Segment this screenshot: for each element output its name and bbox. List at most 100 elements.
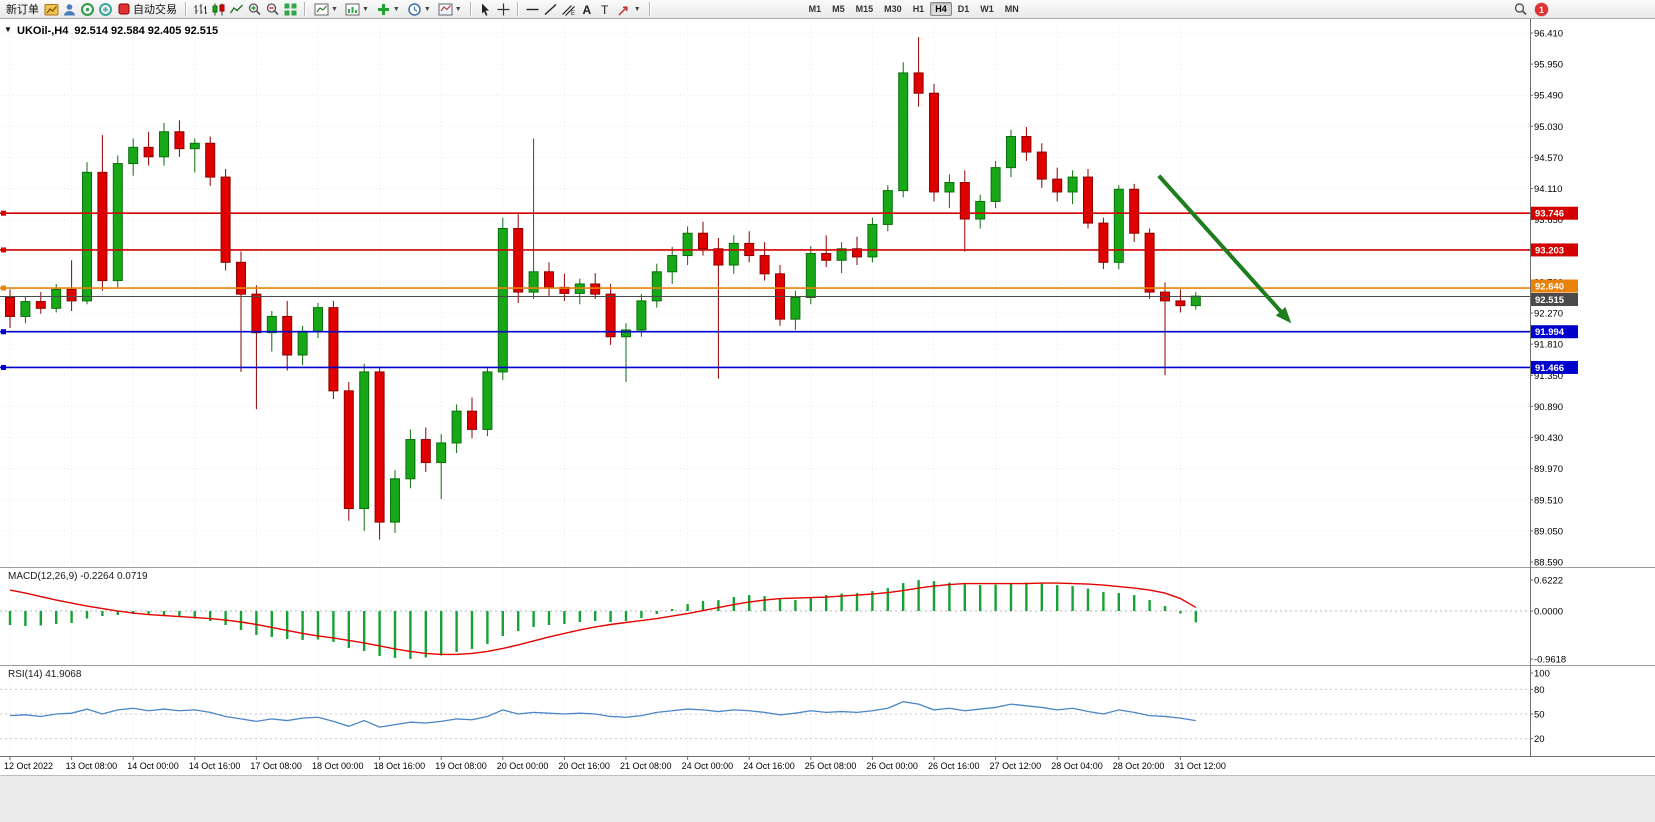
text-label-icon[interactable]: T [596,1,613,18]
macd-bar [378,611,381,656]
shapes-dropdown[interactable]: ▼ [614,1,644,18]
add-indicator-dropdown[interactable]: ▼ [373,1,403,18]
line-handle[interactable] [1,329,6,335]
arrow-shape-icon [618,5,628,16]
tf-h1-button[interactable]: H1 [912,4,925,14]
bar-chart-icon[interactable] [192,1,209,18]
data-window-icon[interactable] [97,1,114,18]
trend-arrow[interactable] [1157,174,1287,318]
tf-mn-button[interactable]: MN [1004,4,1019,14]
macd-label: MACD(12,26,9) -0.2264 0.0719 [8,571,148,582]
price-axis-label: 95.030 [1534,122,1563,133]
candle [359,371,370,510]
price-axis-label: 90.890 [1534,402,1563,413]
toolbar: 新订单 自动交易 [0,0,1655,19]
line-handle[interactable] [1,285,6,291]
tile-windows-icon[interactable] [282,1,299,18]
macd-bar [116,611,119,616]
candle [266,315,277,334]
one-click-trading-toggle[interactable]: ▼ [4,25,12,34]
macd-bar [1086,588,1090,612]
tf-m30-button[interactable]: M30 [884,4,902,14]
line-handle[interactable] [1,210,6,216]
channel-icon[interactable]: E [560,1,577,18]
chevron-down-icon: ▼ [331,5,338,13]
tf-m5-button[interactable]: M5 [832,4,845,14]
price-tag [1531,206,1578,220]
chart-canvas[interactable]: 96.410 95.950 95.490 95.030 94.570 94.110 93.6… [0,19,1655,822]
tf-h4-button[interactable]: H4 [930,2,952,16]
candle [159,131,169,158]
candle [805,253,816,299]
candle [1083,176,1093,224]
price-axis-label: 89.510 [1534,495,1563,506]
candlestick-icon[interactable] [210,1,227,18]
chart-window: 96.410 95.950 95.490 95.030 94.570 94.110 93.6… [0,19,1655,822]
price-axis-label: 88.590 [1534,558,1563,569]
candle [528,271,539,293]
tf-m15-button[interactable]: M15 [855,4,874,14]
candle [1021,136,1032,153]
tf-d1-button[interactable]: D1 [957,4,970,14]
time-axis-label: 14 Oct 00:00 [127,761,179,771]
new-chart-dropdown[interactable]: ▼ [311,1,341,18]
cursor-icon[interactable] [477,1,494,18]
notification-badge[interactable]: 1 [1535,3,1548,16]
price-axis-label: 93.650 [1534,215,1563,226]
template-dropdown[interactable]: ▼ [435,1,465,18]
chevron-down-icon: ▼ [423,5,431,13]
zoom-out-icon[interactable] [264,1,281,18]
macd-bar [270,611,273,637]
candle [790,297,801,320]
new-chart-icon[interactable] [43,1,60,18]
tf-w1-button[interactable]: W1 [980,4,994,14]
macd-bar [686,604,689,612]
tf-m1-button[interactable]: M1 [808,4,822,14]
trend-arrow-head [1275,306,1292,324]
candle [313,307,323,332]
price-axis-label: 95.490 [1534,91,1563,102]
candle [1036,151,1047,180]
candle [205,142,216,178]
candle [990,167,1001,202]
new-order-button[interactable]: 新订单 [3,1,42,18]
market-watch-icon[interactable] [79,1,96,18]
macd-bar [239,611,243,630]
autotrading-button[interactable]: 自动交易 [115,1,180,18]
search-icon[interactable] [1512,1,1529,18]
text-tool-icon[interactable]: A [578,1,595,18]
macd-bar [178,611,181,618]
candle [497,228,508,373]
svg-text:A: A [582,3,591,17]
arrange-charts-icon [345,3,360,15]
macd-bar [1133,595,1136,612]
candle [852,248,862,258]
period-dropdown[interactable]: ▼ [404,1,434,18]
macd-bar [55,611,58,624]
arrange-charts-dropdown[interactable]: ▼ [342,1,372,18]
line-handle[interactable] [1,364,6,370]
trendline-icon[interactable] [542,1,559,18]
macd-bar [1056,585,1059,612]
price-tag [1531,325,1578,339]
candle [174,131,185,150]
macd-bar [855,593,859,612]
time-axis-label: 14 Oct 16:00 [189,761,241,771]
time-axis-label: 28 Oct 04:00 [1051,761,1103,771]
line-handle[interactable] [1,247,6,253]
zoom-in-icon[interactable] [246,1,263,18]
time-axis-label: 31 Oct 12:00 [1174,761,1226,771]
macd-bar [963,584,966,612]
ohlc-values: 92.514 92.584 92.405 92.515 [74,25,219,37]
line-chart-icon[interactable] [228,1,245,18]
candle [1067,176,1078,193]
horizontal-line-icon[interactable] [524,1,541,18]
profile-icon[interactable] [61,1,78,18]
toolbar-separator [185,2,187,16]
price-axis-label: 91.810 [1534,340,1563,351]
time-axis-label: 13 Oct 08:00 [66,761,118,771]
candle [128,146,139,165]
macd-bar [624,611,628,622]
crosshair-icon[interactable] [495,1,512,18]
candle [544,271,554,288]
